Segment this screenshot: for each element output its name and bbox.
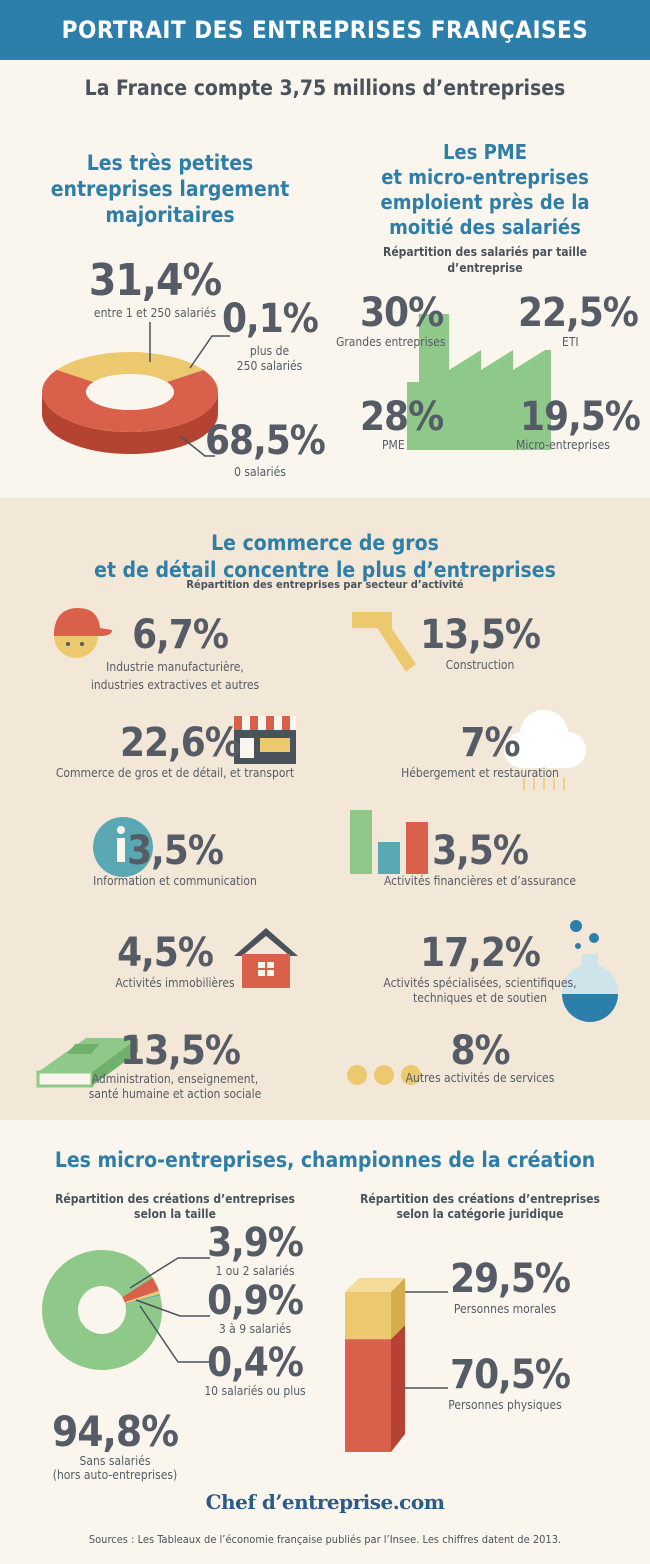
pme-label-eti: ETI [562, 335, 579, 349]
sector-pct-7: 4,5% [117, 930, 214, 976]
sector-label-5: Information et communication [93, 874, 257, 888]
creation-legal-bar [345, 1278, 405, 1452]
tpe-pct-3: 68,5% [205, 418, 326, 464]
sectors-title: Le commerce de gros et de détail concentr… [94, 531, 556, 582]
flask-icon [562, 920, 618, 1022]
info-icon [93, 817, 153, 877]
tpe-title: Les très petites entreprises largement maj… [50, 151, 290, 227]
creation-label-1: 1 ou 2 salariés [215, 1264, 295, 1278]
tpe-label-2: plus de 250 salariés [236, 344, 303, 373]
sector-label-6: Activités financières et d’assurance [384, 874, 576, 888]
sector-pct-6: 3,5% [432, 828, 529, 874]
sectors-band [0, 498, 650, 1120]
creation-label-2: 3 à 9 salariés [218, 1322, 292, 1336]
sector-pct-4: 7% [460, 720, 520, 766]
creation-left-subtitle: Répartition des créations d’entreprises s… [55, 1192, 295, 1221]
sectors-subtitle: Répartition des entreprises par secteur … [186, 578, 464, 591]
tpe-label-1: entre 1 et 250 salariés [93, 306, 217, 320]
creation-pct-1: 3,9% [207, 1220, 304, 1266]
sector-pct-2: 13,5% [420, 612, 541, 658]
legal-pct-1: 29,5% [450, 1256, 571, 1302]
pme-pct-grandes: 30% [360, 290, 444, 336]
pme-title: Les PME et micro-entreprises emploient prè… [380, 140, 590, 239]
tpe-pct-2: 0,1% [222, 296, 319, 342]
sector-pct-8: 17,2% [420, 930, 541, 976]
donut-hole [86, 374, 174, 410]
sector-pct-5: 3,5% [127, 828, 224, 874]
sector-label-4: Hébergement et restauration [401, 766, 559, 780]
donut-slice-3 [42, 369, 219, 432]
pme-pct-eti: 22,5% [518, 290, 639, 336]
bar-side-physiques [391, 1325, 405, 1452]
donut-side [42, 392, 218, 454]
pme-label-grandes: Grandes entreprises [336, 335, 446, 349]
sector-label-1: Industrie manufacturière, industries extr… [90, 660, 260, 692]
cloud-icon [504, 710, 586, 790]
tpe-donut-chart [42, 352, 219, 454]
creation-title: Les micro-entreprises, championnes de la… [54, 1148, 596, 1172]
sector-label-3: Commerce de gros et de détail, et transp… [55, 766, 295, 780]
dots-icon [347, 1065, 421, 1085]
creation-slice-3 [125, 1294, 161, 1305]
book-icon [36, 1038, 138, 1088]
creation-slice-1 [122, 1277, 159, 1303]
sector-pct-3: 22,6% [120, 720, 241, 766]
legal-label-1: Personnes morales [453, 1302, 557, 1316]
creation-pct-4: 94,8% [51, 1407, 179, 1456]
sources-text: Sources : Les Tableaux de l’économie fra… [88, 1533, 562, 1546]
creation-size-donut [42, 1250, 162, 1370]
creation-pct-3: 0,4% [207, 1340, 304, 1386]
sector-label-8: Activités spécialisées, scientifiques, te… [383, 976, 577, 1005]
brand-logo: Chef d’entreprise.com [205, 1490, 445, 1514]
bar-top-face [345, 1278, 405, 1292]
creation-pct-2: 0,9% [207, 1278, 304, 1324]
tpe-label-3: 0 salariés [234, 465, 286, 479]
factory-icon [407, 314, 551, 450]
bar-chart-icon [350, 810, 428, 874]
creation-slice-2 [124, 1290, 160, 1304]
pme-label-micro: Micro-entreprises [516, 438, 610, 452]
legal-label-2: Personnes physiques [448, 1398, 562, 1412]
sector-label-2: Construction [445, 658, 515, 672]
legal-pct-2: 70,5% [450, 1352, 571, 1398]
house-icon [234, 928, 298, 988]
creation-label-4: Sans salariés (hors auto-entreprises) [52, 1454, 178, 1482]
sector-label-9: Administration, enseignement, santé humai… [88, 1072, 262, 1101]
sector-pct-10: 8% [450, 1028, 510, 1074]
worker-face-icon [54, 608, 112, 658]
pme-subtitle: Répartition des salariés par taille d’ent… [383, 245, 587, 275]
bar-side-morales [391, 1278, 405, 1340]
tpe-pct-1: 31,4% [88, 255, 222, 306]
pme-pct-micro: 19,5% [520, 394, 641, 440]
creation-slice-4 [42, 1250, 162, 1370]
bar-segment-morales [345, 1292, 391, 1340]
shop-icon [234, 716, 296, 764]
sector-pct-9: 13,5% [120, 1028, 241, 1074]
intro-text: La France compte 3,75 millions d’entrepr… [84, 76, 566, 100]
page-title: PORTRAIT DES ENTREPRISES FRANÇAISES [0, 0, 650, 60]
sector-label-7: Activités immobilières [115, 976, 235, 990]
bar-segment-physiques [345, 1339, 391, 1452]
pme-label-pme: PME [382, 438, 405, 452]
sector-pct-1: 6,7% [132, 612, 229, 658]
tpe-leader-lines [149, 322, 230, 457]
donut-slice-1 [56, 352, 204, 383]
hammer-icon [352, 612, 416, 672]
pme-pct-pme: 28% [360, 394, 444, 440]
creation-label-3: 10 salariés ou plus [204, 1384, 306, 1398]
sector-label-10: Autres activités de services [405, 1071, 555, 1085]
donut-slice-2 [166, 369, 204, 383]
creation-right-subtitle: Répartition des créations d’entreprises s… [360, 1192, 600, 1221]
